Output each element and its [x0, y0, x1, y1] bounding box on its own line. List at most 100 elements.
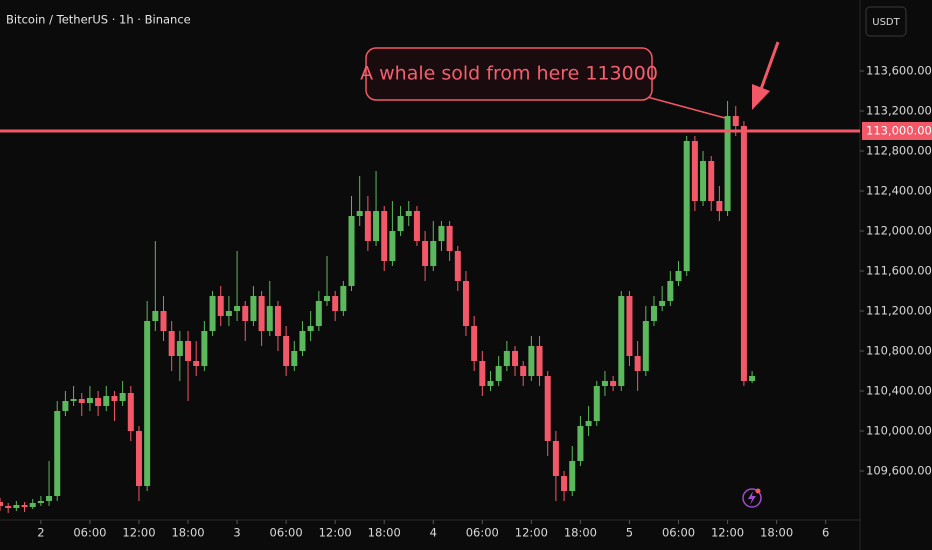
candle-body	[700, 161, 707, 201]
candle-body	[642, 321, 649, 371]
x-tick-label: 12:00	[515, 526, 548, 540]
candle-body	[512, 351, 519, 366]
lightning-bolt	[748, 491, 756, 505]
x-tick-label: 3	[233, 526, 240, 540]
x-tick-label: 12:00	[122, 526, 155, 540]
candle-body	[708, 161, 715, 201]
candle-body	[659, 301, 666, 306]
candle-body	[495, 366, 502, 381]
notification-dot	[755, 488, 761, 494]
y-tick-label: 110,400.00	[866, 384, 932, 398]
candle-body	[691, 141, 698, 201]
candle-body	[430, 241, 437, 266]
callout-box	[365, 47, 653, 101]
x-tick-label: 12:00	[711, 526, 744, 540]
candle-body	[70, 399, 77, 401]
candle-body	[160, 311, 167, 331]
candle-body	[405, 211, 412, 216]
candle-body	[577, 426, 584, 461]
candle-body	[397, 216, 404, 231]
candle-body	[683, 141, 690, 271]
candle-body	[103, 396, 110, 406]
candle-body	[5, 506, 12, 508]
candle-body	[601, 381, 608, 386]
candle-body	[593, 386, 600, 421]
candle-body	[291, 351, 298, 366]
y-tick-label: 111,600.00	[866, 264, 932, 278]
candle-body	[193, 361, 200, 366]
y-tick-label: 110,800.00	[866, 344, 932, 358]
candle-body	[266, 306, 273, 331]
candle-body	[749, 376, 756, 381]
candle-body	[552, 441, 559, 476]
candle-body	[29, 503, 36, 507]
candle-body	[740, 126, 747, 381]
y-tick-label: 113,200.00	[866, 104, 932, 118]
candle-body	[585, 421, 592, 426]
candle-body	[381, 211, 388, 261]
candle-body	[422, 241, 429, 266]
candle-body	[438, 226, 445, 241]
candle-body	[650, 306, 657, 321]
candle-body	[185, 341, 192, 361]
y-tick-label: 112,400.00	[866, 184, 932, 198]
candle-body	[307, 326, 314, 331]
price-label: 113,000.00	[866, 124, 932, 138]
candle-body	[234, 306, 241, 311]
arrow-shaft	[758, 41, 780, 93]
candle-body	[258, 296, 265, 331]
candle-body	[356, 211, 363, 216]
currency-box[interactable]	[865, 6, 907, 37]
x-tick-label: 12:00	[319, 526, 352, 540]
candle-body	[135, 431, 142, 486]
candle-body	[299, 331, 306, 351]
candle-body	[454, 251, 461, 281]
candle-body	[618, 296, 625, 386]
candle-body	[389, 231, 396, 261]
candle-body	[168, 331, 175, 356]
candle-body	[569, 461, 576, 491]
candle-body	[610, 381, 617, 386]
candle-body	[626, 296, 633, 356]
candle-body	[37, 501, 44, 503]
candle-body	[528, 346, 535, 376]
candle-body	[348, 216, 355, 286]
x-tick-label: 18:00	[368, 526, 401, 540]
candle-body	[176, 341, 183, 356]
candle-body	[201, 331, 208, 366]
candle-body	[274, 306, 281, 336]
candle-body	[724, 116, 731, 211]
candle-body	[111, 396, 118, 401]
candle-body	[716, 201, 723, 211]
candle-body	[283, 336, 290, 366]
x-tick-label: 5	[626, 526, 633, 540]
x-tick-label: 6	[822, 526, 829, 540]
y-tick-label: 110,000.00	[866, 424, 932, 438]
candle-body	[62, 401, 69, 411]
candle-body	[413, 211, 420, 241]
candle-body	[471, 326, 478, 361]
candle-body	[242, 306, 249, 321]
price-label-box	[862, 122, 932, 140]
lightning-icon[interactable]	[742, 488, 762, 508]
x-tick-label: 06:00	[466, 526, 499, 540]
candle-body	[340, 286, 347, 311]
candle-body	[373, 211, 380, 241]
x-tick-label: 18:00	[171, 526, 204, 540]
callout-text: A whale sold from here 113000	[360, 63, 658, 85]
currency-label: USDT	[872, 17, 900, 28]
x-tick-label: 06:00	[73, 526, 106, 540]
candle-body	[561, 476, 568, 491]
candle-body	[675, 271, 682, 281]
candle-body	[86, 398, 93, 403]
candle-body	[78, 399, 85, 403]
candle-body	[54, 411, 61, 496]
callout-pointer	[639, 94, 726, 119]
candle-body	[479, 361, 486, 386]
candle-body	[144, 321, 151, 486]
candle-body	[323, 296, 330, 301]
candle-body	[364, 211, 371, 241]
candle-body	[0, 502, 3, 506]
arrow-head	[752, 84, 770, 110]
